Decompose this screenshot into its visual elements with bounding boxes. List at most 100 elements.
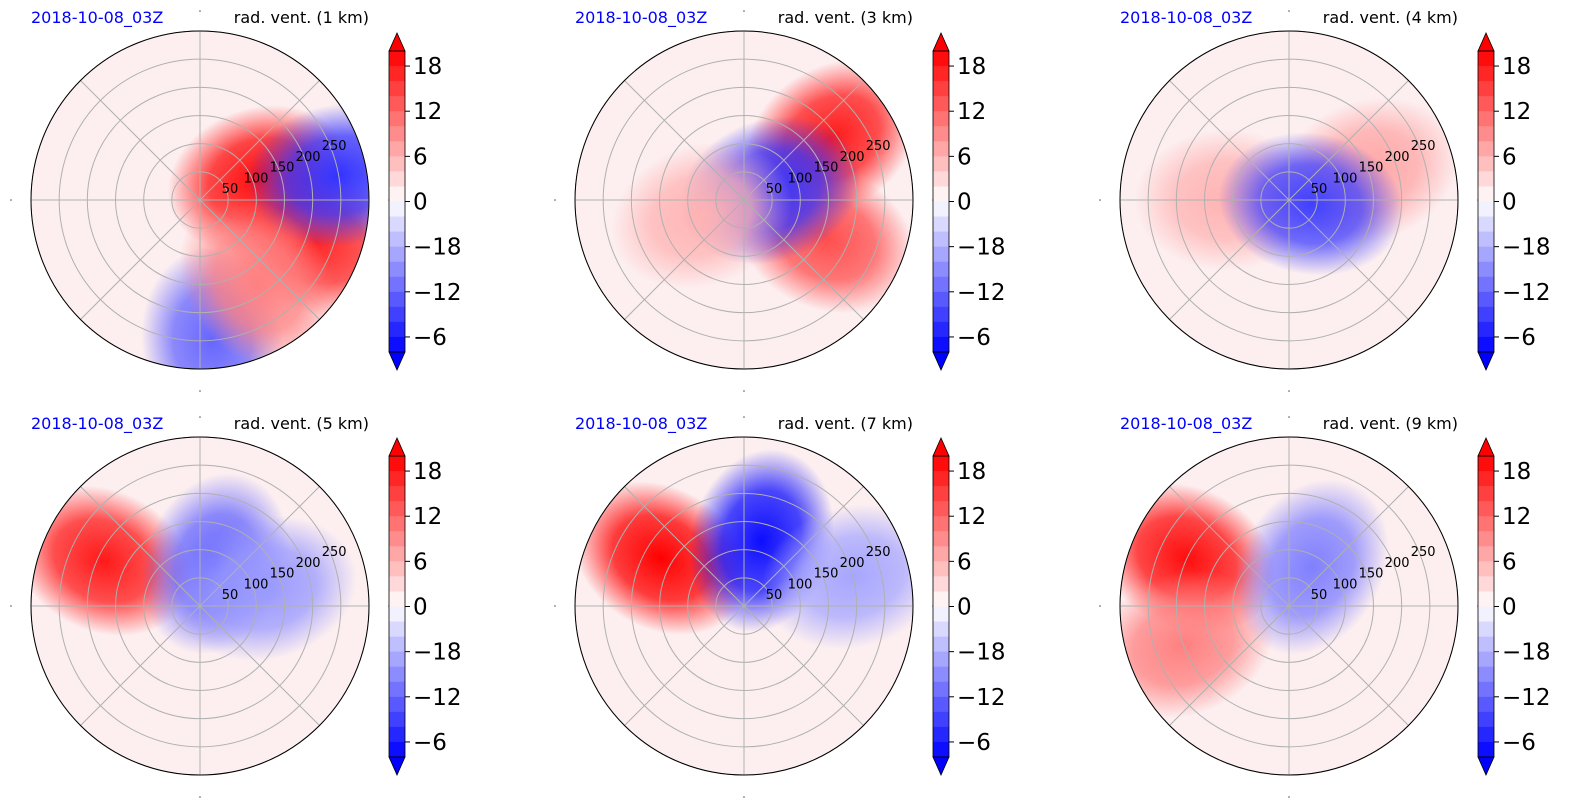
panel-date-label: 2018-10-08_03Z (575, 8, 707, 28)
colorbar-segment (933, 216, 949, 233)
panel-title: rad. vent. (9 km) (1323, 414, 1458, 433)
colorbar-tick-label: −6 (413, 730, 447, 756)
colorbar-segment (1478, 576, 1494, 592)
colorbar-segment (933, 291, 949, 308)
colorbar-segment (389, 456, 405, 472)
colorbar-extend-min (932, 756, 950, 776)
colorbar-segment (933, 606, 949, 623)
outer-tick-mark (554, 605, 556, 607)
colorbar-segment (389, 291, 405, 308)
azimuth-gridline (624, 199, 745, 320)
colorbar-tick-label: −18 (1502, 235, 1551, 261)
colorbar-tick-label: 0 (957, 190, 972, 216)
colorbar-segment (389, 171, 405, 187)
azimuth-gridline (199, 80, 320, 201)
colorbar-segment (1478, 51, 1494, 67)
outer-tick-mark (10, 199, 12, 201)
colorbar-tick-label: 12 (413, 504, 442, 530)
colorbar-segment (933, 561, 949, 577)
colorbar-tick-label: 6 (413, 144, 428, 170)
colorbar: 18 12 6 0 −6 −12 −18 (932, 32, 1006, 371)
colorbar-segment (389, 306, 405, 323)
colorbar-segment (389, 261, 405, 278)
colorbar-segment (933, 261, 949, 278)
radial-tick-label: 100 (1333, 171, 1358, 186)
colorbar-segment (1478, 681, 1494, 698)
colorbar-tick-label: 12 (957, 504, 986, 530)
colorbar-segment (389, 81, 405, 97)
colorbar-tick-label: −6 (957, 730, 991, 756)
colorbar-segment (389, 141, 405, 157)
azimuth-gridline (1169, 199, 1290, 320)
radial-tick-label: 50 (766, 182, 783, 197)
azimuth-gridline (1288, 605, 1409, 726)
radial-tick-label: 200 (1385, 150, 1410, 165)
radial-tick-label: 200 (1385, 556, 1410, 571)
panel-title: rad. vent. (4 km) (1323, 8, 1458, 27)
colorbar: 18 12 6 0 −6 −12 −18 (388, 437, 462, 776)
colorbar-segment (1478, 741, 1494, 758)
colorbar-segment (933, 336, 949, 353)
colorbar-segment (1478, 246, 1494, 263)
azimuth-gridline (624, 486, 745, 607)
colorbar-segment (933, 306, 949, 323)
radial-tick-label: 100 (244, 171, 269, 186)
colorbar-segment (933, 66, 949, 82)
colorbar-segment (933, 51, 949, 67)
colorbar-extend-min (1477, 756, 1495, 776)
colorbar-segment (1478, 456, 1494, 472)
radial-tick-label: 200 (296, 556, 321, 571)
colorbar-extend-max (1477, 437, 1495, 457)
colorbar-tick-label: −12 (413, 280, 462, 306)
colorbar-segment (933, 501, 949, 517)
colorbar-segment (1478, 501, 1494, 517)
colorbar-segment (933, 696, 949, 713)
colorbar-segment (389, 66, 405, 82)
azimuth-gridline (743, 486, 864, 607)
colorbar-segment (389, 666, 405, 683)
outer-tick-mark (10, 605, 12, 607)
colorbar-segment (1478, 726, 1494, 743)
colorbar-tick-label: 18 (957, 54, 986, 80)
colorbar-segment (389, 636, 405, 653)
colorbar-segment (1478, 561, 1494, 577)
colorbar-tick-label: 18 (1502, 459, 1531, 485)
colorbar-segment (933, 141, 949, 157)
colorbar-segment (933, 321, 949, 338)
colorbar-segment (389, 741, 405, 758)
colorbar-segment (933, 726, 949, 743)
colorbar-segment (1478, 621, 1494, 638)
outer-tick-mark (1288, 796, 1290, 798)
azimuth-gridline (1288, 80, 1409, 201)
radial-tick-label: 50 (1311, 182, 1328, 197)
colorbar-segment (933, 456, 949, 472)
radial-tick-label: 150 (814, 161, 839, 176)
radial-tick-label: 250 (322, 545, 347, 560)
colorbar-segment (933, 666, 949, 683)
colorbar-tick-label: 0 (1502, 190, 1517, 216)
colorbar-segment (389, 216, 405, 233)
colorbar-segment (1478, 171, 1494, 187)
outer-tick-mark (743, 416, 745, 418)
colorbar-tick-label: −12 (1502, 685, 1551, 711)
panel-date-label: 2018-10-08_03Z (575, 414, 707, 434)
outer-tick-mark (1099, 605, 1101, 607)
colorbar-segment (389, 681, 405, 698)
azimuth-gridline (1169, 605, 1290, 726)
azimuth-gridline (1169, 80, 1290, 201)
colorbar-segment (933, 681, 949, 698)
colorbar-segment (933, 636, 949, 653)
colorbar-segment (933, 276, 949, 293)
outbound-velocity-region (179, 196, 338, 369)
colorbar-segment (1478, 276, 1494, 293)
outer-tick-mark (1288, 390, 1290, 392)
colorbar-segment (1478, 531, 1494, 547)
colorbar-tick-label: 6 (957, 549, 972, 575)
colorbar-segment (1478, 666, 1494, 683)
radial-tick-label: 150 (270, 161, 295, 176)
colorbar-segment (389, 96, 405, 112)
colorbar-segment (1478, 291, 1494, 308)
colorbar-segment (389, 186, 405, 202)
radial-tick-label: 150 (270, 567, 295, 582)
